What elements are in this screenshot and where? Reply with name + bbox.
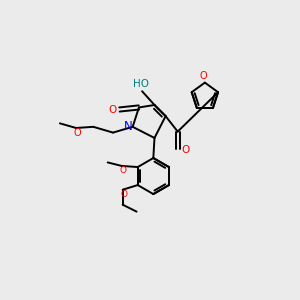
Text: O: O [181, 145, 189, 155]
Text: O: O [74, 128, 81, 138]
Text: O: O [121, 190, 128, 199]
Text: O: O [109, 105, 117, 115]
Text: O: O [119, 167, 126, 176]
Text: N: N [124, 120, 133, 133]
Text: O: O [200, 71, 208, 81]
Text: HO: HO [133, 79, 149, 89]
